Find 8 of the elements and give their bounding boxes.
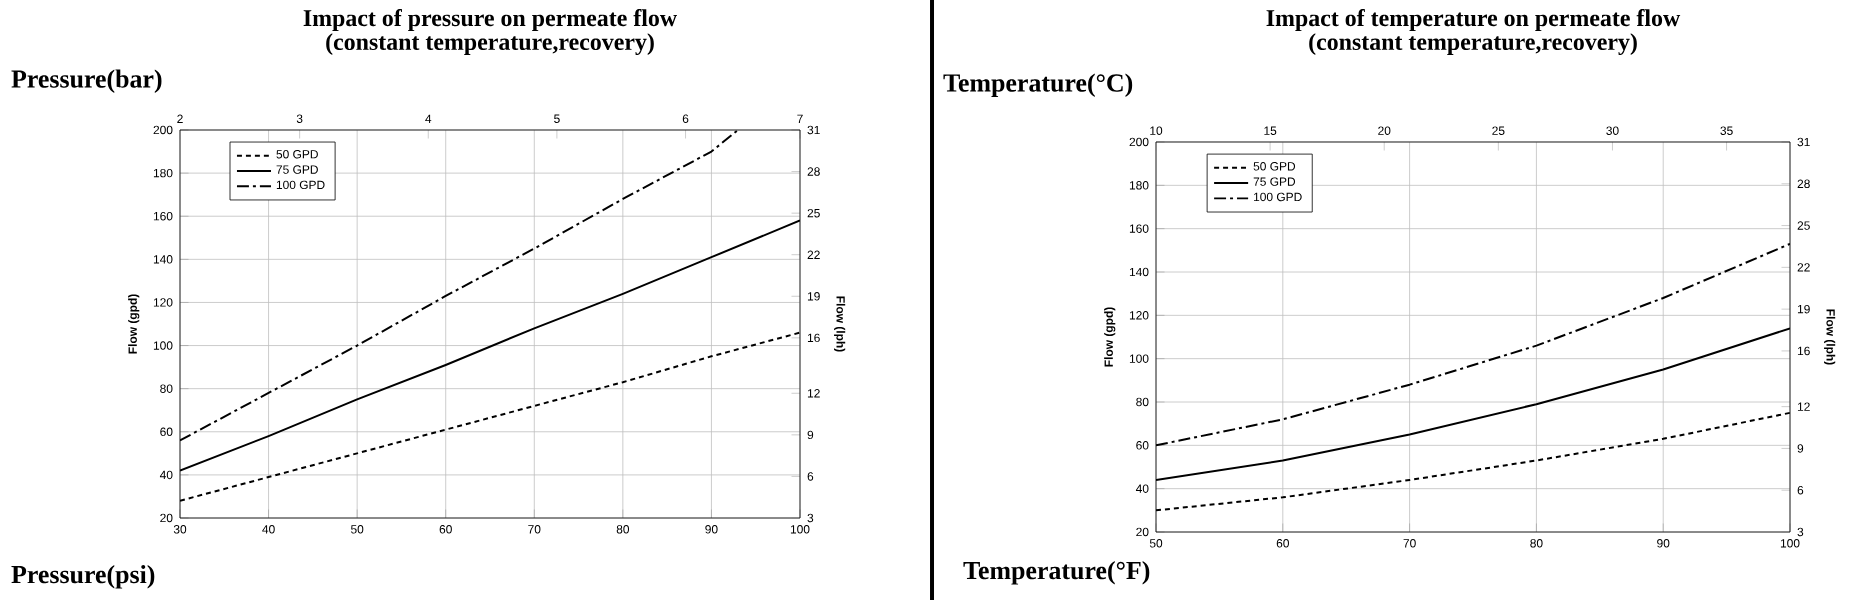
x2-axis-title: Pressure(bar): [11, 69, 162, 93]
x-axis-title: Pressure(psi): [11, 565, 155, 589]
x2-axis-title: Temperature(°C): [943, 73, 1133, 97]
chart-subtitle: (constant temperature,recovery): [1309, 33, 1637, 55]
chart-title: Impact of temperature on permeate flow: [1266, 9, 1681, 32]
x-axis-title: Temperature(°F): [963, 561, 1150, 585]
chart-subtitle: (constant temperature,recovery): [326, 33, 654, 55]
chart-title: Impact of pressure on permeate flow: [303, 9, 677, 32]
